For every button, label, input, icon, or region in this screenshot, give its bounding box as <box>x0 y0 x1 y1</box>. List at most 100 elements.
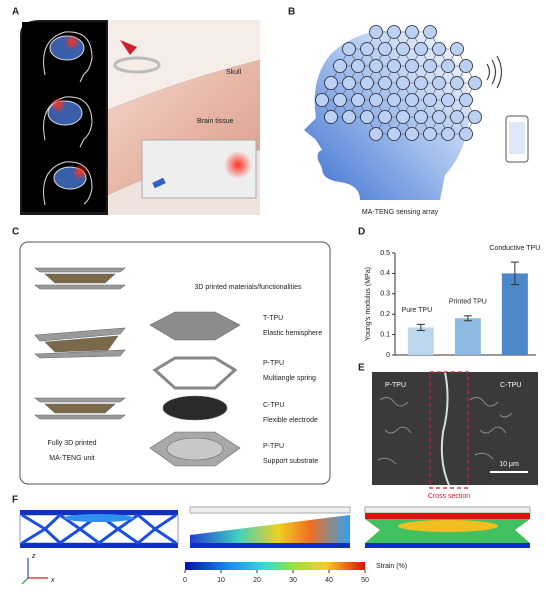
c-unit-caption: Fully 3D printed <box>47 440 96 447</box>
layer-function: Flexible electrode <box>263 417 318 424</box>
sensor-node <box>405 93 419 107</box>
strain-maps <box>19 506 531 548</box>
sensor-node <box>378 76 392 90</box>
sensor-node <box>315 93 329 107</box>
sensor-node <box>342 110 356 124</box>
sensor-node <box>387 93 401 107</box>
signal-glow <box>64 34 80 50</box>
inset-glow <box>224 151 252 179</box>
panel-label: C <box>12 227 19 238</box>
sensor-node <box>450 76 464 90</box>
sensor-node <box>351 59 365 73</box>
sensor-node <box>387 59 401 73</box>
sensor-node <box>441 59 455 73</box>
sensor-node <box>342 42 356 56</box>
panel-label: E <box>358 363 365 374</box>
sensor-node <box>414 42 428 56</box>
bar <box>454 318 481 355</box>
sensor-node <box>423 25 437 39</box>
skull-layer <box>108 20 260 110</box>
sem-texture <box>377 371 513 486</box>
panel-label: D <box>358 227 365 238</box>
layer-labels: T-TPU Elastic hemisphere P-TPU Multiangle s… <box>263 315 322 465</box>
sensor-grid <box>315 25 482 141</box>
layer-function: Multiangle spring <box>263 375 316 382</box>
y-tick-label: 0.3 <box>380 291 390 298</box>
panel-label: A <box>12 7 19 18</box>
sensor-node <box>423 127 437 141</box>
y-tick-label: 0.5 <box>380 250 390 257</box>
sensor-node <box>378 110 392 124</box>
bar-label: Conductive TPU <box>489 245 540 252</box>
sensor-node <box>351 93 365 107</box>
sensor-node <box>405 25 419 39</box>
e-section: Cross section <box>428 493 471 500</box>
sensor-node <box>405 127 419 141</box>
colorbar-tick-label: 20 <box>253 577 261 584</box>
sensor-node <box>378 42 392 56</box>
sensor-node <box>468 110 482 124</box>
sensor-node <box>432 110 446 124</box>
sensor-node <box>396 110 410 124</box>
error-bar <box>463 315 472 322</box>
sensor-node <box>324 76 338 90</box>
colorbar-tick-label: 30 <box>289 577 297 584</box>
sensor-node <box>459 93 473 107</box>
sensor-node <box>369 25 383 39</box>
colorbar-tick-label: 40 <box>325 577 333 584</box>
signal-glow <box>72 164 88 180</box>
sensor-node <box>369 127 383 141</box>
colorbar-ticks: 0 10 20 30 40 50 <box>183 570 369 584</box>
implant-ring <box>113 56 161 74</box>
layer-function: Elastic hemisphere <box>263 330 322 337</box>
sensor-node <box>459 127 473 141</box>
y-axis-label: Young's modulus (MPa) <box>365 267 372 341</box>
axis-z: z <box>31 553 36 560</box>
sensor-node <box>324 110 338 124</box>
label-brain-tissue: Brain tissue <box>197 118 234 125</box>
y-tick-label: 0.1 <box>380 331 390 338</box>
panel-c-box <box>19 241 331 485</box>
error-bar <box>416 323 425 332</box>
panel-label: B <box>288 7 295 18</box>
sensor-node <box>441 93 455 107</box>
caption-b: MA-TENG sensing array <box>362 209 439 216</box>
wireless-icon <box>486 55 503 89</box>
sensor-node <box>360 42 374 56</box>
unit-illustrations <box>34 267 241 467</box>
e-scale: 10 μm <box>499 461 519 468</box>
sensor-node <box>450 42 464 56</box>
sensor-node <box>414 76 428 90</box>
sensor-node <box>333 93 347 107</box>
sensor-node <box>459 59 473 73</box>
y-tick-label: 0 <box>386 352 390 359</box>
sensor-node <box>369 93 383 107</box>
e-right: C-TPU <box>500 382 521 389</box>
label-skull: Skull <box>226 69 242 76</box>
sensor-node <box>342 76 356 90</box>
sensor-node <box>432 42 446 56</box>
sensor-node <box>333 59 347 73</box>
colorbar-tick-label: 0 <box>183 577 187 584</box>
phone-screen <box>509 122 525 154</box>
sensor-node <box>432 76 446 90</box>
colorbar-label: Strain (%) <box>376 563 407 570</box>
axes-icon <box>21 558 48 585</box>
error-bar <box>510 261 519 286</box>
layer-function: Support substrate <box>263 458 318 465</box>
bar-label: Printed TPU <box>449 299 487 306</box>
y-tick-label: 0.4 <box>380 270 390 277</box>
layer-material: C-TPU <box>263 402 284 409</box>
implant-arrow <box>120 40 137 55</box>
c-heading: 3D printed materials/functionalities <box>195 284 302 291</box>
sensor-node <box>423 59 437 73</box>
sensor-node <box>369 59 383 73</box>
sensor-node <box>360 76 374 90</box>
colorbar-tick-label: 10 <box>217 577 225 584</box>
sensor-node <box>414 110 428 124</box>
bar-label: Pure TPU <box>402 307 433 314</box>
sensor-node <box>387 25 401 39</box>
bar-chart: 0 0.1 0.2 0.3 0.4 0.5 Young's modulus (MPa) Pur… <box>365 245 540 359</box>
